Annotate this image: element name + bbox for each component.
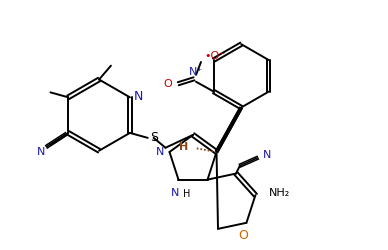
Text: N: N <box>156 147 165 157</box>
Text: S: S <box>150 131 158 144</box>
Text: N: N <box>134 90 143 103</box>
Text: O: O <box>164 79 172 89</box>
Text: H: H <box>178 142 188 152</box>
Text: N: N <box>263 150 271 160</box>
Text: N: N <box>171 188 180 198</box>
Text: N: N <box>37 147 46 157</box>
Text: N⁺: N⁺ <box>189 67 203 77</box>
Text: O: O <box>239 229 248 242</box>
Text: H: H <box>184 188 191 198</box>
Text: •O⁻: •O⁻ <box>204 51 225 61</box>
Text: NH₂: NH₂ <box>269 188 291 198</box>
